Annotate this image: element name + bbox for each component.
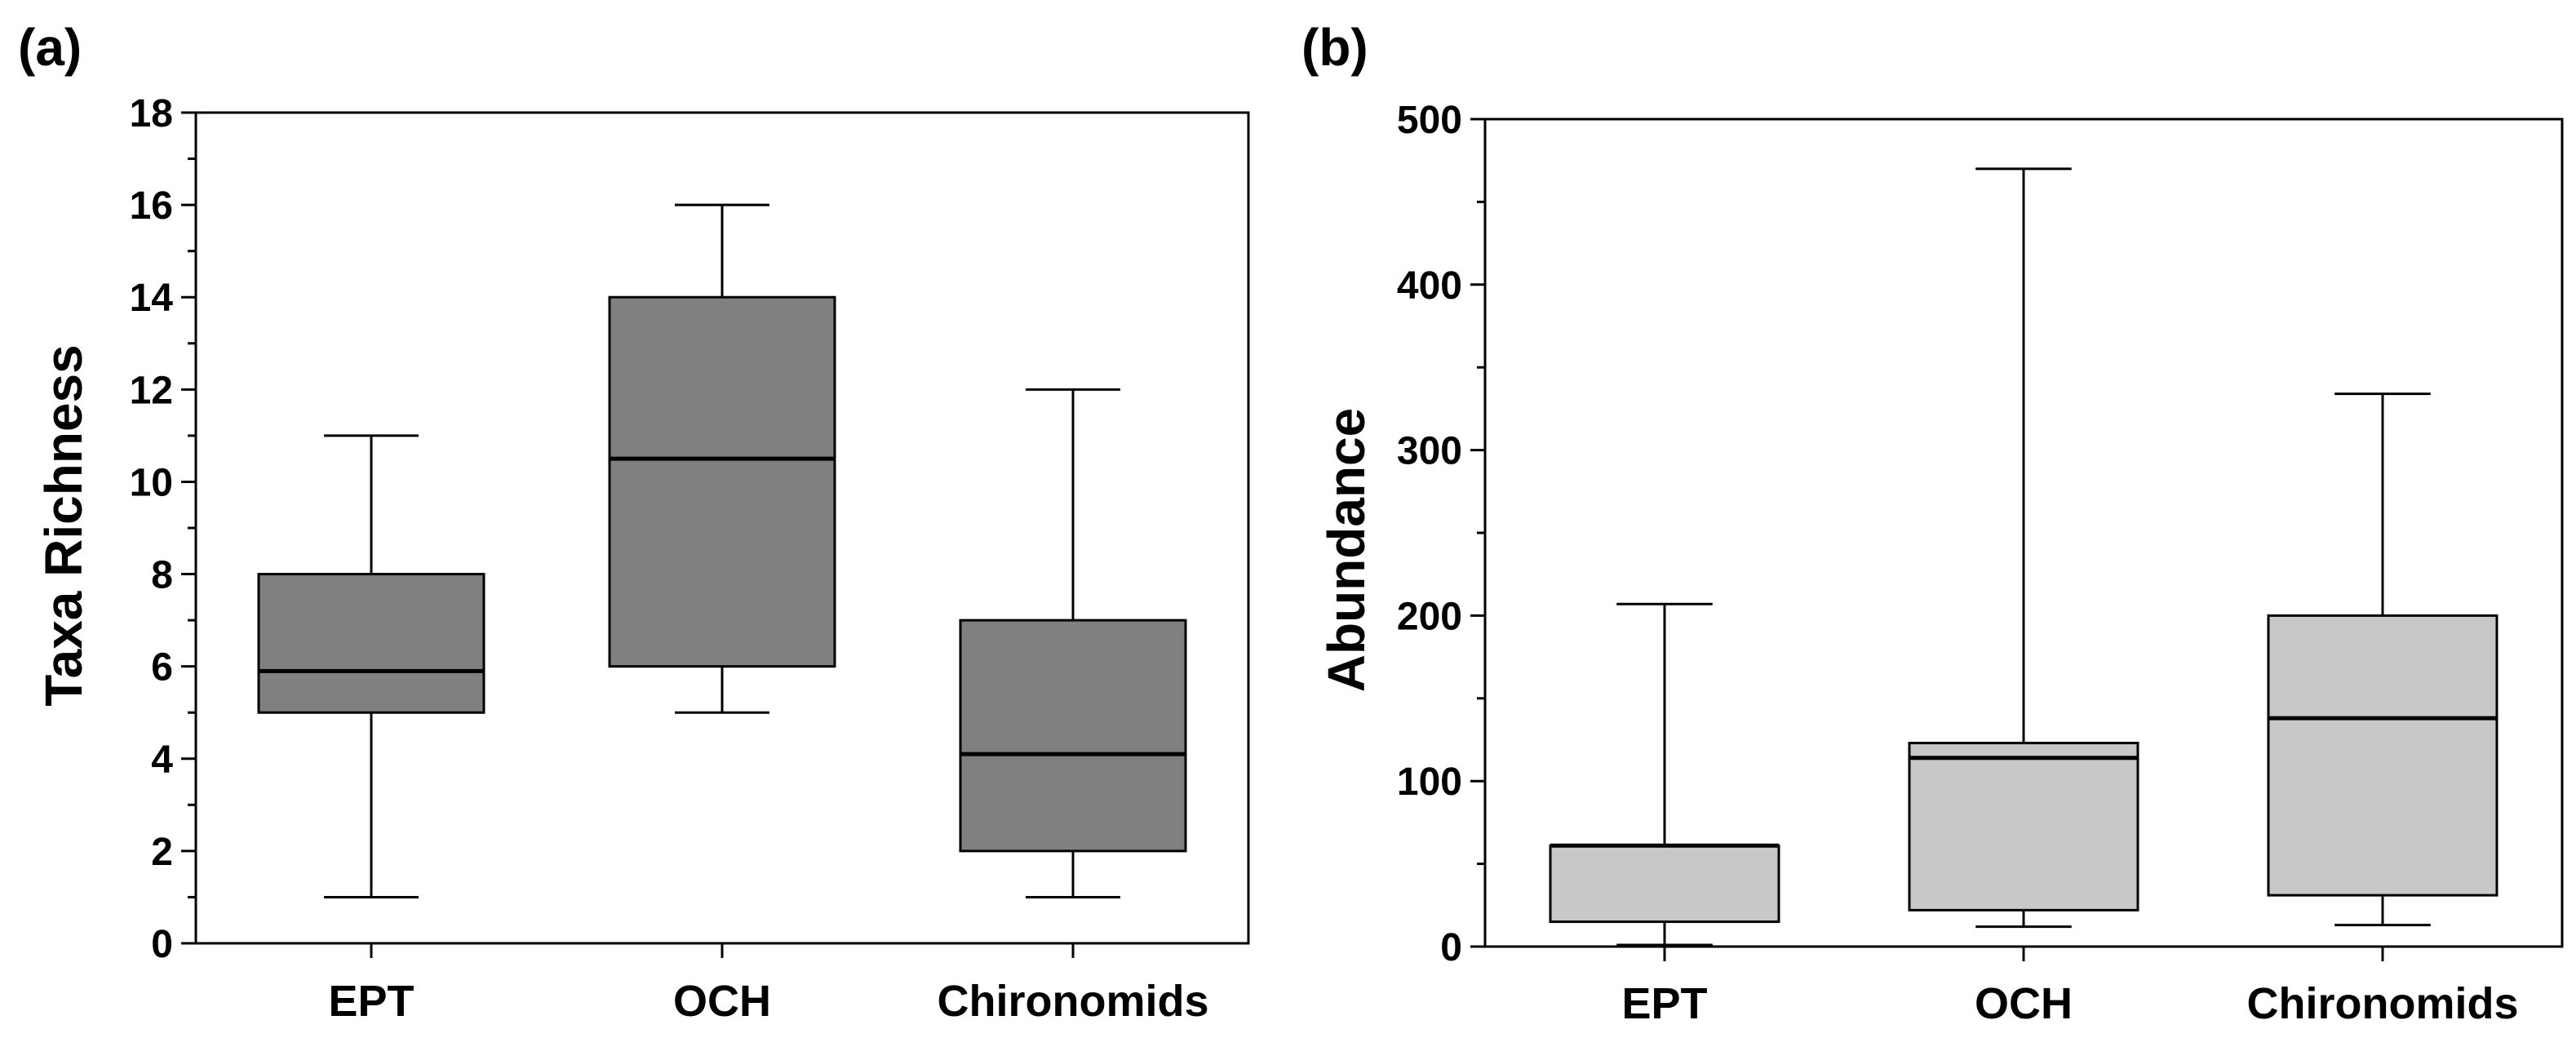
panel-b-box-ept [1549, 602, 1780, 947]
panel-b-y-tick-label: 300 [1397, 430, 1462, 473]
iqr-box [1908, 742, 2139, 911]
panel-b-x-ticks: EPT OCH Chironomids [1621, 947, 2519, 1028]
panel-a-x-tick-label: EPT [328, 977, 414, 1026]
panel-b: (b) Abundance 0 100 200 300 400 500 EPT OCH Chi… [1301, 18, 2564, 1028]
iqr-box [959, 619, 1187, 853]
panel-b-y-tick-label: 0 [1440, 926, 1462, 969]
iqr-box [2267, 614, 2498, 897]
panel-b-y-axis-title: Abundance [1317, 408, 1376, 692]
panel-a-box-chironomids [959, 388, 1187, 898]
iqr-box [257, 573, 485, 714]
panel-a-label: (a) [18, 18, 82, 77]
panel-b-y-tick-label: 400 [1397, 264, 1462, 308]
panel-a-y-tick-label: 16 [130, 184, 173, 228]
panel-b-y-tick-label: 500 [1397, 99, 1462, 142]
panel-a-y-tick-label: 12 [130, 369, 173, 412]
panel-a-y-tick-label: 8 [151, 554, 173, 597]
panel-a-box-och [608, 203, 836, 714]
iqr-box [608, 295, 836, 668]
panel-a-y-tick-label: 10 [130, 461, 173, 504]
iqr-box [1549, 844, 1780, 924]
panel-b-box-chironomids [2267, 393, 2498, 927]
panel-b-x-tick-label: Chironomids [2247, 979, 2519, 1028]
panel-a-y-tick-label: 4 [151, 738, 173, 782]
panel-a-x-tick-label: OCH [673, 977, 771, 1026]
panel-b-boxes [1549, 167, 2498, 947]
panel-b-box-och [1908, 167, 2139, 929]
panel-a-x-tick-label: Chironomids [938, 977, 1209, 1026]
panel-b-y-tick-label: 100 [1397, 761, 1462, 804]
panel-b-y-tick-label: 200 [1397, 595, 1462, 638]
panel-b-x-tick-label: OCH [1975, 979, 2073, 1028]
panel-a-x-ticks: EPT OCH Chironomids [328, 943, 1209, 1026]
panel-a-y-tick-label: 14 [130, 277, 174, 320]
panel-a-y-axis-title: Taxa Richness [34, 344, 93, 706]
panel-b-y-ticks: 0 100 200 300 400 500 [1397, 99, 1485, 969]
panel-a-y-tick-label: 18 [130, 92, 173, 135]
panel-a-y-tick-label: 0 [151, 923, 173, 966]
panel-a-y-ticks: 0 2 4 6 8 10 12 14 16 18 [130, 92, 196, 966]
panel-a: (a) Taxa Richness 0 2 4 6 8 10 12 14 16 18 EPT OCH… [18, 18, 1250, 1026]
panel-a-boxes [257, 203, 1187, 898]
panel-a-box-ept [257, 434, 485, 898]
panel-a-y-tick-label: 6 [151, 646, 173, 690]
panel-b-label: (b) [1301, 18, 1368, 77]
panel-a-y-tick-label: 2 [151, 831, 173, 874]
panel-b-x-tick-label: EPT [1621, 979, 1707, 1028]
